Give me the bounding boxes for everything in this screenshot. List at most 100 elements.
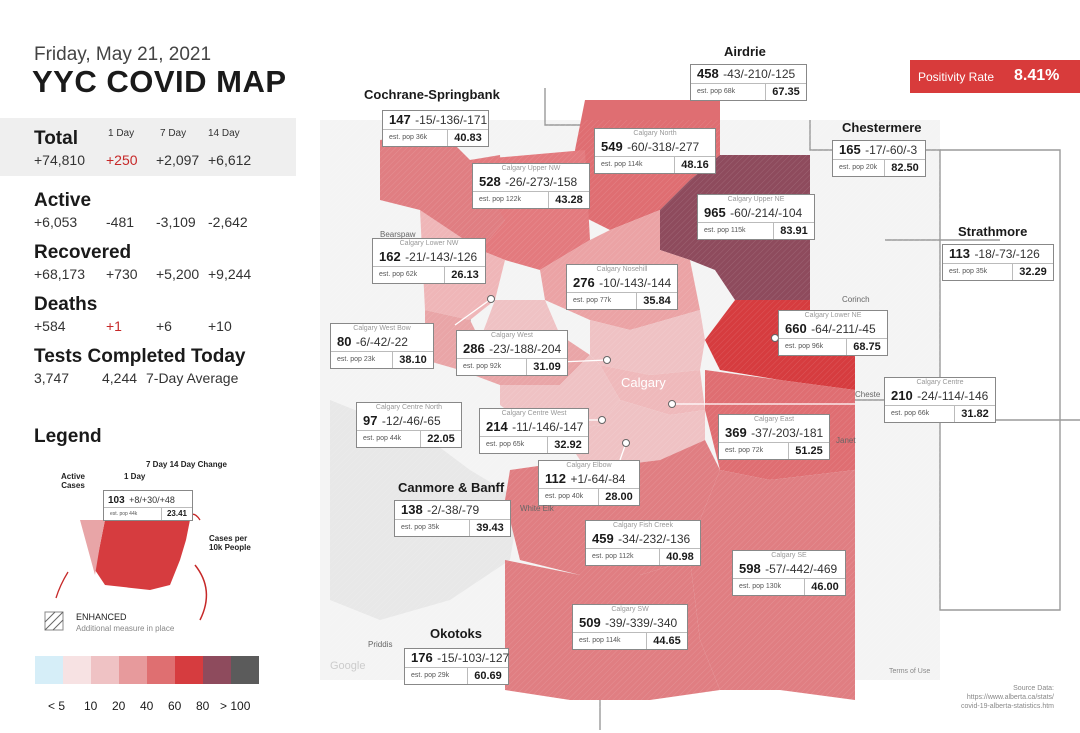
box-calgary-east: Calgary East 369 -37/-203/-181 est. pop … <box>718 414 830 460</box>
map-label-bearspaw: Bearspaw <box>380 230 416 239</box>
value: 165 <box>839 142 861 157</box>
scale-swatch-3 <box>119 656 147 684</box>
region-title-okotoks: Okotoks <box>430 626 483 641</box>
box-calgary-elbow: Calgary Elbow 112 +1/-64/-84 est. pop 40… <box>538 460 640 506</box>
stat-active-row: +6,053 -481 -3,109 -2,642 <box>34 214 248 230</box>
legend-title: Legend <box>34 426 102 447</box>
rate: 40.98 <box>666 551 694 563</box>
value: 80 <box>337 334 352 349</box>
name: Calgary Lower NW <box>399 240 459 247</box>
name: Calgary West Bow <box>353 325 411 332</box>
stat-tests-row: 3,747 4,244 7-Day Average <box>34 370 246 386</box>
box-okotoks: 176 -15/-103/-127 est. pop 29k 60.69 <box>404 648 509 685</box>
pop: est. pop 44k <box>357 431 421 447</box>
pop: est. pop 114k <box>595 157 675 173</box>
pop: est. pop 35k <box>395 520 470 536</box>
stat-active-label: Active <box>34 190 92 211</box>
name: Calgary Nosehill <box>596 266 648 273</box>
rate: 83.91 <box>780 225 808 237</box>
rate: 43.28 <box>555 194 583 206</box>
stat-total: Total +74,810 +250 +2,097 +6,612 <box>34 128 251 168</box>
stat-active-d1: -481 <box>106 214 135 230</box>
legend-sample-box: 103 +8/+30/+48 est. pop 44k 23.41 <box>103 490 193 521</box>
box-calgary-se: Calgary SE 598 -57/-442/-469 est. pop 13… <box>732 550 846 596</box>
rate: 39.43 <box>476 522 504 534</box>
pop: est. pop 92k <box>457 359 527 375</box>
rate: 28.00 <box>605 491 633 503</box>
change: -64/-211/-45 <box>811 322 876 336</box>
name: Calgary East <box>753 416 795 423</box>
col-7day: 7 Day <box>160 128 187 139</box>
scale-label-4: 60 <box>168 699 182 713</box>
change: -10/-143/-144 <box>599 276 672 290</box>
box-calgary-west: Calgary West 286 -23/-188/-204 est. pop … <box>456 330 568 376</box>
stat-tests-label: Tests Completed Today <box>34 346 246 367</box>
change: -34/-232/-136 <box>618 532 691 546</box>
pop: est. pop 23k <box>331 352 393 368</box>
pop: est. pop 115k <box>698 223 774 239</box>
value: 276 <box>573 275 595 290</box>
map-terms-link[interactable]: Terms of Use <box>889 668 931 675</box>
legend-7-14: 7 Day 14 Day Change <box>146 460 227 469</box>
rate: 31.09 <box>533 361 561 373</box>
change: +1/-64/-84 <box>570 472 626 486</box>
value: 176 <box>411 650 433 665</box>
pop: est. pop 20k <box>833 160 885 176</box>
value: 286 <box>463 341 485 356</box>
pop: est. pop 62k <box>373 267 445 283</box>
change: -2/-38/-79 <box>427 503 480 517</box>
box-calgary-lower-nw: Calgary Lower NW 162 -21/-143/-126 est. … <box>372 238 486 284</box>
box-calgary-upper-ne: Calgary Upper NE 965 -60/-214/-104 est. … <box>697 194 815 240</box>
pop: est. pop 35k <box>943 264 1013 280</box>
source-line2[interactable]: https://www.alberta.ca/stats/ <box>966 694 1054 701</box>
positivity-value: 8.41% <box>1014 67 1060 84</box>
value: 549 <box>601 139 623 154</box>
rate: 31.82 <box>961 408 989 420</box>
change: -12/-46/-65 <box>381 414 441 428</box>
value: 458 <box>697 66 719 81</box>
name: Calgary Centre West <box>501 410 567 417</box>
change: -60/-214/-104 <box>730 206 803 220</box>
rate: 51.25 <box>795 445 823 457</box>
source-line1: Source Data: <box>1013 685 1054 692</box>
map-label-cheste: Cheste <box>855 390 881 399</box>
stat-total-value: +74,810 <box>34 152 85 168</box>
legend-sample-pop: est. pop 44k <box>104 508 162 520</box>
change: -39/-339/-340 <box>605 616 678 630</box>
legend-sample-value: 103 <box>108 495 125 506</box>
scale-swatch-5 <box>175 656 203 684</box>
box-calgary-sw: Calgary SW 509 -39/-339/-340 est. pop 11… <box>572 604 688 650</box>
map-label-coriich: Corinch <box>842 295 870 304</box>
name: Calgary North <box>633 130 677 137</box>
box-calgary-centre-north: Calgary Centre North 97 -12/-46/-65 est.… <box>356 402 462 448</box>
stat-total-label: Total <box>34 128 78 149</box>
name: Calgary Lower NE <box>804 312 862 319</box>
change: -6/-42/-22 <box>355 335 408 349</box>
stat-recovered-value: +68,173 <box>34 266 85 282</box>
scale-swatch-2 <box>91 656 119 684</box>
rate: 40.83 <box>454 132 482 144</box>
name: Calgary Upper NW <box>501 165 561 172</box>
stat-recovered-label: Recovered <box>34 242 132 263</box>
rate: 60.69 <box>474 670 502 682</box>
source-line3[interactable]: covid-19-alberta-statistics.htm <box>961 703 1054 710</box>
stat-deaths-label: Deaths <box>34 294 98 315</box>
region-title-cochrane: Cochrane-Springbank <box>364 87 500 102</box>
rate: 38.10 <box>399 354 427 366</box>
stat-deaths-d1: +1 <box>106 318 122 334</box>
rate: 32.92 <box>554 439 582 451</box>
box-chestermere: 165 -17/-60/-3 est. pop 20k 82.50 <box>832 140 926 177</box>
map-label-white-elk: White Elk <box>520 504 554 513</box>
rate: 22.05 <box>427 433 455 445</box>
pop: est. pop 112k <box>586 549 660 565</box>
stat-recovered-d1: +730 <box>106 266 138 282</box>
legend-arrow-left <box>55 571 69 599</box>
page-title: YYC COVID MAP <box>32 64 287 99</box>
change: -17/-60/-3 <box>865 143 918 157</box>
rate: 46.00 <box>811 581 839 593</box>
stat-tests: Tests Completed Today 3,747 4,244 7-Day Av… <box>34 346 246 386</box>
stat-total-d14: +6,612 <box>208 152 252 168</box>
value: 509 <box>579 615 601 630</box>
change: -18/-73/-126 <box>974 247 1040 261</box>
box-canmore: 138 -2/-38/-79 est. pop 35k 39.43 <box>394 500 511 537</box>
